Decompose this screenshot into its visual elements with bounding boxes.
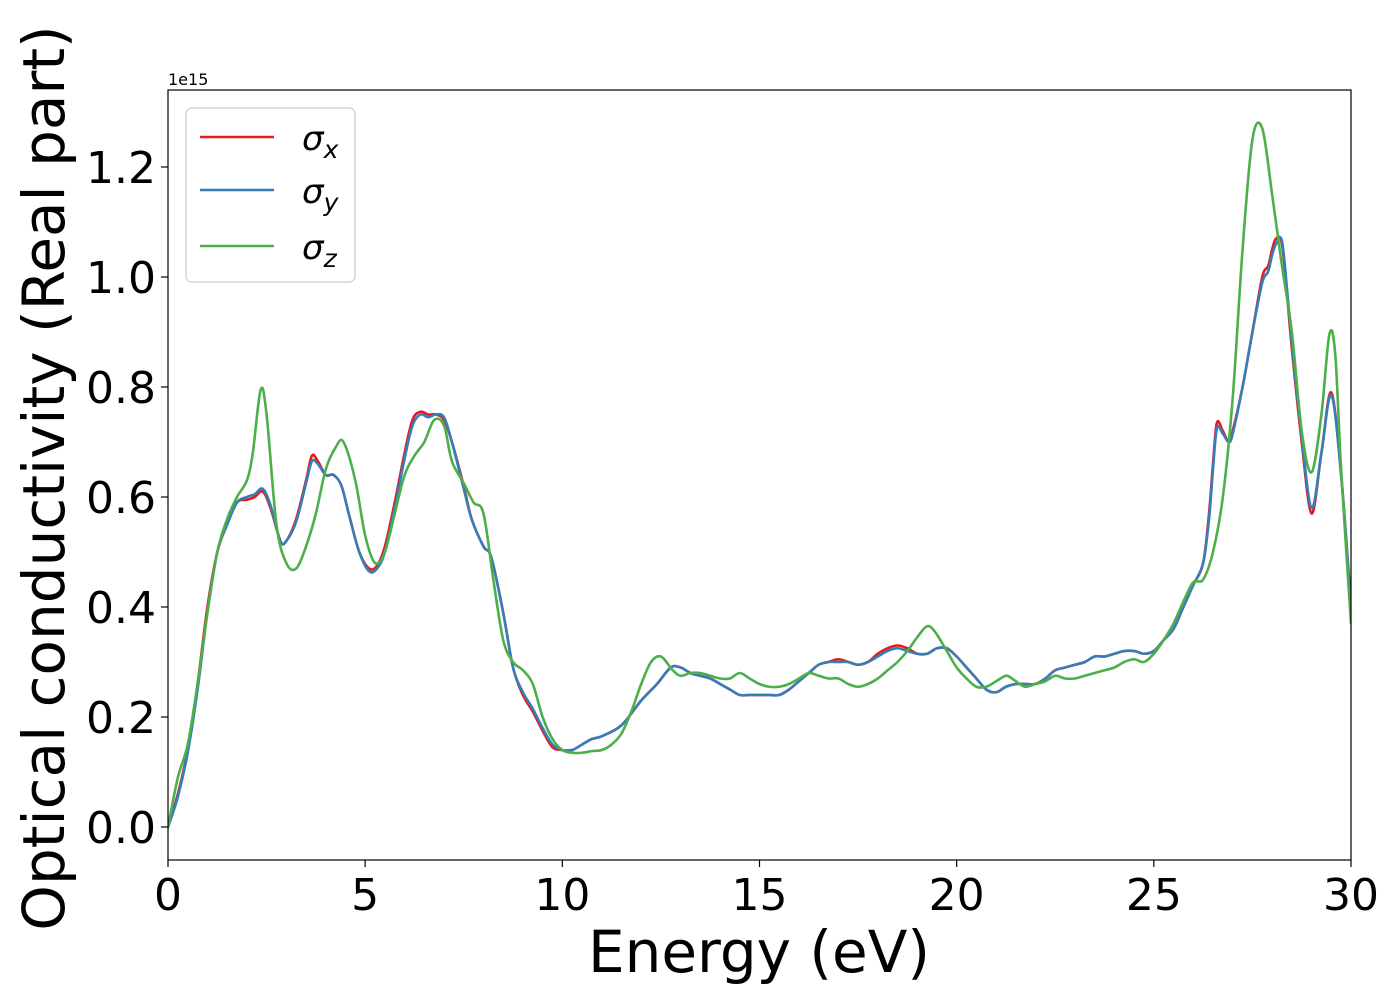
- x-axis: 0 5 10 15 20 25 30: [154, 860, 1379, 921]
- y-axis-title: Optical conductivity (Real part): [10, 25, 78, 930]
- y-tick-label: 1.2: [86, 143, 156, 194]
- y-tick-label: 0.6: [86, 473, 156, 524]
- y-axis: 0.0 0.2 0.4 0.6 0.8 1.0 1.2: [86, 143, 168, 854]
- x-axis-title: Energy (eV): [588, 918, 930, 986]
- y-tick-label: 0.2: [86, 693, 156, 744]
- x-tick-label: 15: [732, 870, 788, 921]
- x-tick-label: 0: [154, 870, 182, 921]
- legend-label-y: σy: [302, 172, 340, 217]
- x-tick-label: 30: [1323, 870, 1379, 921]
- series-line-z: [168, 121, 1351, 829]
- legend-label-x: σx: [302, 119, 339, 164]
- x-tick-label: 10: [534, 870, 590, 921]
- y-tick-label: 0.0: [86, 803, 156, 854]
- legend-label-z: σz: [302, 228, 338, 273]
- y-offset-label: 1e15: [168, 70, 208, 89]
- series-layer: [168, 121, 1351, 829]
- y-tick-label: 0.4: [86, 583, 156, 634]
- y-tick-label: 0.8: [86, 363, 156, 414]
- x-tick-label: 5: [351, 870, 379, 921]
- x-tick-label: 20: [929, 870, 985, 921]
- legend-box: [185, 107, 356, 283]
- x-tick-label: 25: [1126, 870, 1182, 921]
- y-tick-label: 1.0: [86, 253, 156, 304]
- legend: σx σy σz: [185, 107, 356, 283]
- series-line-y: [168, 236, 1351, 829]
